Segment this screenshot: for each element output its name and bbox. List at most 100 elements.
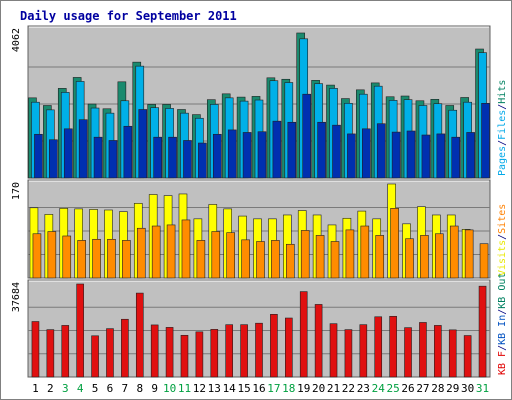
chart-title: Daily usage for September 2011 [20,9,237,23]
bar-kb-f-day-14 [225,324,233,378]
bar-kb-f-day-18 [285,317,293,378]
bar-pages-day-13 [212,133,222,179]
bar-sites-day-16 [256,241,265,279]
bar-kb-f-day-30 [463,335,472,378]
bar-sites-day-4 [77,240,86,279]
bar-kb-f-day-1 [31,321,40,378]
bar-pages-day-8 [138,109,148,179]
bar-pages-day-24 [376,123,386,179]
bar-kb-f-day-13 [210,329,219,378]
bar-kb-f-day-22 [344,329,353,378]
bar-sites-day-1 [32,233,42,279]
bar-pages-day-28 [436,133,446,179]
bar-pages-day-31 [481,103,490,179]
bar-pages-day-6 [108,140,118,179]
bar-pages-day-1 [34,133,43,179]
bar-sites-day-12 [196,240,206,279]
bar-kb-f-day-15 [240,324,248,378]
bar-sites-day-25 [390,208,399,279]
legend-part: KB In [497,315,508,345]
panel-legend: Visits/Sites [497,204,508,276]
bar-sites-day-3 [62,235,72,279]
day-label-29: 29 [446,382,459,395]
bar-sites-day-15 [241,239,250,279]
bar-sites-day-13 [211,231,221,279]
bar-pages-day-4 [78,119,88,179]
legend-part: Hits [497,80,508,104]
legend-part: KB F [497,351,508,375]
bar-pages-day-10 [168,136,177,179]
bar-kb-f-day-17 [270,314,278,378]
bar-pages-day-7 [123,125,133,179]
legend-part: / [497,140,508,146]
day-label-21: 21 [327,382,340,395]
bar-kb-f-day-21 [329,323,338,378]
panel-legend: KB F/KB In/KB Out [497,273,508,375]
bar-pages-day-18 [287,121,297,179]
bar-kb-f-day-20 [314,304,323,378]
bar-sites-day-18 [286,243,295,279]
bar-pages-day-14 [227,129,237,179]
day-label-28: 28 [431,382,444,395]
day-label-30: 30 [461,382,474,395]
bar-pages-day-19 [302,93,312,179]
day-label-12: 12 [193,382,206,395]
bar-sites-day-2 [47,231,57,279]
bar-sites-day-22 [345,229,355,279]
bar-pages-day-29 [451,136,461,179]
bar-kb-f-day-4 [76,283,84,378]
panels: 4062Pages/Files/Hits170Visits/Sites37684… [11,25,508,378]
day-label-15: 15 [237,382,250,395]
bar-pages-day-26 [406,130,416,179]
bar-sites-day-31 [479,243,489,279]
bar-sites-day-11 [181,219,191,279]
day-label-22: 22 [342,382,355,395]
bar-kb-f-day-7 [121,318,129,378]
day-label-24: 24 [372,382,386,395]
day-labels: 1 2 3 4 5 6 7 8 9 10 11 12 13 14 15 16 17 18 19 20 21 22 23 24 2… [32,382,489,395]
bar-kb-f-day-3 [61,325,70,378]
bar-pages-day-23 [362,128,371,179]
legend-part: Pages [497,146,508,176]
day-label-11: 11 [178,382,191,395]
bar-pages-day-3 [63,128,73,179]
bar-pages-day-27 [421,134,431,179]
bar-pages-day-30 [466,132,475,179]
bar-kb-f-day-27 [419,322,427,378]
day-label-7: 7 [122,382,129,395]
day-label-23: 23 [357,382,370,395]
legend-part: Sites [497,204,508,234]
panel-visits-sites: 170 Visits/Sites [11,179,508,279]
bar-kb-f-day-28 [434,325,442,378]
bar-pages-day-11 [183,140,192,179]
day-label-3: 3 [62,382,69,395]
panel-max-label: 37684 [11,282,22,312]
bar-kb-f-day-6 [106,328,114,378]
bar-sites-day-5 [92,238,101,279]
day-label-10: 10 [163,382,176,395]
day-label-5: 5 [92,382,99,395]
bar-sites-day-10 [166,224,176,279]
day-label-27: 27 [416,382,429,395]
bar-kb-f-day-10 [165,327,174,378]
panel-max-label: 4062 [11,28,22,52]
bar-kb-f-day-8 [135,292,144,378]
day-label-2: 2 [47,382,54,395]
bar-sites-day-29 [449,225,459,279]
bar-pages-day-9 [153,136,162,179]
bar-kb-f-day-26 [404,327,412,378]
bar-pages-day-15 [242,132,252,179]
day-label-16: 16 [252,382,265,395]
bar-sites-day-27 [420,235,429,279]
bar-kb-f-day-2 [46,329,55,378]
bar-sites-day-23 [360,225,370,279]
bar-kb-f-day-31 [478,285,487,378]
panel-max-label: 170 [11,182,22,200]
day-label-20: 20 [312,382,325,395]
legend-part: KB Out [497,273,508,309]
bar-sites-day-20 [315,235,325,279]
day-label-31: 31 [476,382,489,395]
day-label-6: 6 [107,382,114,395]
day-label-17: 17 [267,382,280,395]
bar-sites-day-8 [136,227,146,279]
